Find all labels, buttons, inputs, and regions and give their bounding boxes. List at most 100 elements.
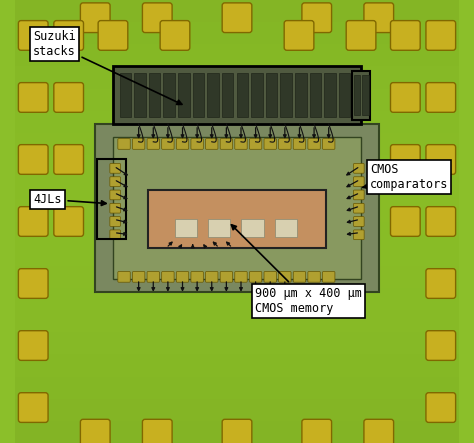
- FancyBboxPatch shape: [354, 177, 364, 187]
- FancyBboxPatch shape: [364, 419, 393, 443]
- FancyBboxPatch shape: [191, 139, 203, 149]
- FancyBboxPatch shape: [110, 203, 120, 213]
- FancyBboxPatch shape: [279, 272, 291, 282]
- Bar: [354, 75, 360, 115]
- FancyBboxPatch shape: [302, 3, 332, 33]
- FancyBboxPatch shape: [426, 144, 456, 174]
- FancyBboxPatch shape: [18, 330, 48, 361]
- FancyBboxPatch shape: [222, 3, 252, 33]
- Bar: [352, 71, 370, 120]
- Bar: [16, 222, 458, 244]
- FancyBboxPatch shape: [147, 139, 159, 149]
- Bar: [113, 137, 361, 279]
- Bar: [148, 190, 326, 248]
- Bar: [16, 111, 458, 133]
- Bar: [339, 73, 350, 117]
- Bar: [149, 73, 160, 117]
- Bar: [98, 159, 126, 239]
- Bar: [16, 44, 458, 66]
- FancyBboxPatch shape: [364, 3, 393, 33]
- Text: 900 μm x 400 μm
CMOS memory: 900 μm x 400 μm CMOS memory: [231, 225, 362, 315]
- FancyBboxPatch shape: [18, 20, 48, 50]
- Bar: [134, 73, 146, 117]
- Bar: [274, 219, 297, 237]
- FancyBboxPatch shape: [426, 206, 456, 237]
- Bar: [16, 354, 458, 377]
- FancyBboxPatch shape: [391, 82, 420, 113]
- Bar: [207, 73, 219, 117]
- Bar: [16, 244, 458, 266]
- FancyBboxPatch shape: [293, 272, 306, 282]
- Bar: [16, 22, 458, 44]
- Bar: [16, 177, 458, 199]
- Bar: [16, 399, 458, 421]
- FancyBboxPatch shape: [264, 139, 276, 149]
- FancyBboxPatch shape: [176, 139, 189, 149]
- FancyBboxPatch shape: [162, 272, 174, 282]
- FancyBboxPatch shape: [235, 272, 247, 282]
- FancyBboxPatch shape: [98, 20, 128, 50]
- FancyBboxPatch shape: [354, 190, 364, 200]
- FancyBboxPatch shape: [426, 82, 456, 113]
- Bar: [119, 73, 131, 117]
- FancyBboxPatch shape: [18, 392, 48, 423]
- Bar: [16, 332, 458, 354]
- FancyBboxPatch shape: [426, 392, 456, 423]
- Bar: [16, 155, 458, 177]
- FancyBboxPatch shape: [249, 139, 262, 149]
- FancyBboxPatch shape: [162, 139, 174, 149]
- FancyBboxPatch shape: [160, 20, 190, 50]
- Bar: [281, 73, 292, 117]
- FancyBboxPatch shape: [206, 272, 218, 282]
- FancyBboxPatch shape: [391, 144, 420, 174]
- FancyBboxPatch shape: [391, 20, 420, 50]
- Text: CMOS
comparators: CMOS comparators: [363, 163, 448, 191]
- FancyBboxPatch shape: [132, 272, 145, 282]
- Bar: [222, 73, 234, 117]
- FancyBboxPatch shape: [426, 330, 456, 361]
- FancyBboxPatch shape: [54, 206, 83, 237]
- Bar: [113, 66, 361, 124]
- Bar: [251, 73, 263, 117]
- FancyBboxPatch shape: [391, 206, 420, 237]
- FancyBboxPatch shape: [118, 272, 130, 282]
- FancyBboxPatch shape: [284, 20, 314, 50]
- Bar: [266, 73, 277, 117]
- FancyBboxPatch shape: [354, 203, 364, 213]
- Text: 4JLs: 4JLs: [33, 193, 106, 206]
- Bar: [16, 288, 458, 310]
- FancyBboxPatch shape: [293, 139, 306, 149]
- FancyBboxPatch shape: [279, 139, 291, 149]
- FancyBboxPatch shape: [54, 82, 83, 113]
- FancyBboxPatch shape: [147, 272, 159, 282]
- Bar: [178, 73, 190, 117]
- FancyBboxPatch shape: [142, 3, 172, 33]
- Bar: [16, 89, 458, 111]
- Bar: [16, 377, 458, 399]
- FancyBboxPatch shape: [142, 419, 172, 443]
- FancyBboxPatch shape: [110, 190, 120, 200]
- FancyBboxPatch shape: [354, 230, 364, 240]
- FancyBboxPatch shape: [220, 272, 233, 282]
- FancyBboxPatch shape: [302, 419, 332, 443]
- FancyBboxPatch shape: [18, 144, 48, 174]
- FancyBboxPatch shape: [110, 230, 120, 240]
- FancyBboxPatch shape: [426, 20, 456, 50]
- FancyBboxPatch shape: [220, 139, 233, 149]
- Bar: [237, 73, 248, 117]
- FancyBboxPatch shape: [110, 163, 120, 173]
- FancyBboxPatch shape: [18, 268, 48, 299]
- Bar: [175, 219, 197, 237]
- FancyBboxPatch shape: [322, 139, 335, 149]
- Bar: [16, 66, 458, 89]
- FancyBboxPatch shape: [132, 139, 145, 149]
- FancyBboxPatch shape: [308, 272, 320, 282]
- Bar: [16, 199, 458, 222]
- FancyBboxPatch shape: [81, 419, 110, 443]
- FancyBboxPatch shape: [18, 82, 48, 113]
- Bar: [295, 73, 307, 117]
- FancyBboxPatch shape: [222, 419, 252, 443]
- FancyBboxPatch shape: [308, 139, 320, 149]
- FancyBboxPatch shape: [346, 20, 376, 50]
- Bar: [324, 73, 336, 117]
